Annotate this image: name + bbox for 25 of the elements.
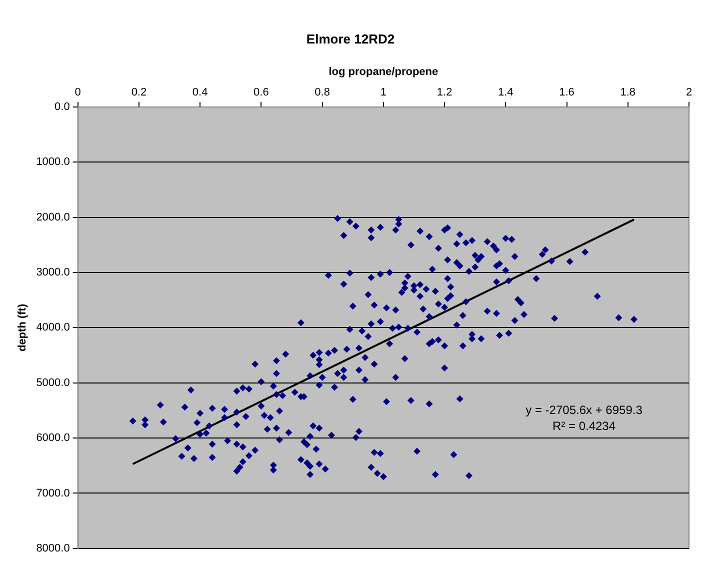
y-tick-label: 6000.0: [36, 432, 70, 444]
x-tick-label: 2: [686, 86, 692, 98]
y-tick-label: 4000.0: [36, 322, 70, 334]
x-tick-label: 0.8: [314, 86, 330, 98]
chart-title: Elmore 12RD2: [306, 31, 395, 46]
x-tick-label: 1.4: [498, 86, 514, 98]
y-tick-label: 5000.0: [36, 376, 70, 389]
y-tick-label: 3000.0: [36, 266, 70, 279]
x-tick-label: 1.2: [436, 86, 452, 98]
x-tick-label: 1: [380, 86, 386, 98]
y-tick-label: 8000.0: [36, 542, 70, 554]
x-tick-label: 1.8: [620, 86, 636, 98]
y-tick-label: 2000.0: [36, 211, 70, 224]
y-axis-title: depth (ft): [16, 304, 29, 352]
annotation: R² = 0.4234: [552, 419, 616, 434]
y-tick-label: 0.0: [54, 101, 70, 114]
y-tick-label: 1000.0: [36, 156, 70, 168]
x-tick-label: 0.2: [131, 86, 147, 98]
x-tick-label: 0.6: [254, 86, 269, 98]
x-tick-label: 0: [74, 86, 81, 98]
annotation: y = -2705.6x + 6959.3: [526, 402, 643, 417]
x-tick-label: 0.4: [192, 86, 208, 98]
y-tick-label: 7000.0: [36, 487, 70, 500]
x-axis-title: log propane/propene: [328, 66, 438, 78]
x-tick-label: 1.6: [559, 86, 574, 98]
